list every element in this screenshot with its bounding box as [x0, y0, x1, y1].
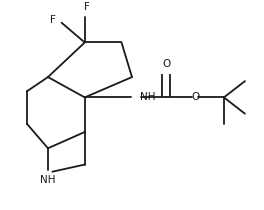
Text: NH: NH — [40, 175, 56, 185]
Text: F: F — [84, 2, 90, 12]
Text: O: O — [162, 59, 170, 69]
Text: O: O — [191, 92, 199, 102]
Text: F: F — [50, 15, 56, 25]
Text: NH: NH — [140, 92, 155, 102]
